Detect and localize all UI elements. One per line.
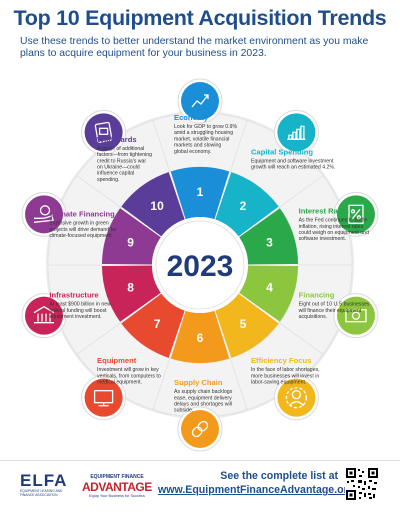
trend-title-5: Efficiency Focus [251,356,311,365]
trend-body-3: could weigh on equipment and [299,230,369,236]
hand-coin-icon [21,191,67,237]
trend-body-7: medical equipment. [97,380,142,386]
trend-number-3: 3 [266,235,273,249]
trend-number-segment-5 [215,293,279,358]
trend-body-10: credit to Russia's war [97,158,146,164]
trend-number-segment-9 [102,208,161,265]
trend-body-1: amid a struggling housing [174,130,233,136]
trend-body-10: factors—from tightening [97,152,152,158]
chart-arrow-icon [177,78,223,124]
trend-body-6: As supply chain backlogs [174,389,233,395]
trend-number-4: 4 [266,281,273,295]
trend-body-3: As the Fed continues to battle [299,218,368,224]
trend-number-8: 8 [127,281,134,295]
trend-body-5: more businesses will invest in [251,373,319,379]
trend-body-5: labor-saving equipment. [251,380,306,386]
trend-number-10: 10 [150,199,164,213]
trend-title-2: Capital Spending [251,147,313,156]
trend-number-segment-8 [102,265,161,322]
efa-logo: EQUIPMENT FINANCE ADVANTAGE Equip Your B… [82,474,152,504]
trend-title-1: Economy [174,113,209,122]
trend-number-5: 5 [240,317,247,331]
trend-title-10: Wild Cards [97,135,137,144]
trend-number-segment-7 [121,293,185,358]
gear-person-icon [273,375,319,421]
trend-body-5: In the face of labor shortages, [251,367,320,373]
trend-body-4: Eight out of 10 U.S businesses [299,302,370,308]
trend-number-segment-2 [215,172,279,237]
trend-body-1: Look for GDP to grow 0.9% [174,124,237,130]
trend-body-7: Investment will grow in key [97,367,159,373]
trend-title-4: Financing [299,291,335,300]
trend-body-10: A range of additional [97,146,144,152]
trend-body-3: inflation, rising interest rates [299,224,364,230]
elfa-logo: ELFA EQUIPMENT LEASING AND FINANCE ASSOC… [20,472,75,502]
trend-body-9: Explosive growth in green [49,221,109,227]
building-icon [21,293,67,339]
trend-body-8: federal funding will boost [49,308,107,314]
elfa-logo-subtext: EQUIPMENT LEASING AND FINANCE ASSOCIATIO… [20,489,63,497]
trend-body-8: At least $900 billion in new [49,302,111,308]
trend-body-9: climate-focused equipment. [49,233,112,239]
elfa-logo-text: ELFA [20,471,68,490]
bar-chart-icon [273,109,319,155]
trend-body-6: subside. [174,408,193,414]
trend-slice-10 [76,120,171,208]
trend-number-segment-6 [170,310,230,364]
trend-title-3: Interest Rates [299,207,349,216]
trend-number-2: 2 [240,199,247,213]
footer-divider [0,460,400,461]
center-disc [155,220,245,310]
trend-number-9: 9 [127,235,134,249]
trend-body-1: global economy. [174,149,211,155]
trend-title-9: Climate Financing [49,210,115,219]
trend-title-6: Supply Chain [174,378,223,387]
page-title: Top 10 Equipment Acquisition Trends [13,6,387,30]
page-subtitle: Use these trends to better understand th… [20,36,369,59]
trend-number-segment-10 [121,172,185,237]
trend-body-1: market, volatile financial [174,136,229,142]
footer-cta: See the complete list at www.EquipmentFi… [158,470,358,498]
trend-body-10: spending. [97,177,120,183]
trend-body-6: ease, equipment delivery [174,395,232,401]
trend-body-4: will finance their equipment [299,308,362,314]
efa-logo-main: ADVANTAGE [82,480,152,494]
wild-card-icon [81,109,127,155]
trend-number-segment-4 [239,265,298,322]
qr-code-icon[interactable] [345,467,379,501]
center-year: 2023 [167,250,234,283]
trend-body-1: markets and slowing [174,143,221,149]
monitor-icon [81,375,127,421]
trend-title-8: Infrastructure [49,291,98,300]
trend-body-2: growth will reach an estimated 4.2%. [251,165,335,171]
trend-body-8: equipment investment. [49,314,101,320]
trend-body-10: influence capital [97,171,134,177]
trend-number-segment-3 [239,208,298,265]
trend-number-segment-1 [170,167,230,220]
percent-document-icon [333,191,379,237]
money-icon [333,293,379,339]
chain-link-icon [177,406,223,452]
cta-text: See the complete list at [220,470,338,482]
trend-body-9: projects will drive demand for [49,227,116,233]
trend-number-6: 6 [197,331,204,345]
cta-link[interactable]: www.EquipmentFinanceAdvantage.org. [158,484,358,496]
trend-body-7: verticals, from computers to [97,373,161,379]
trend-body-6: delays and shortages will [174,402,232,408]
trend-body-3: software investment. [299,236,347,242]
trend-body-2: Equipment and software investment [251,158,334,164]
trend-number-7: 7 [154,317,161,331]
trend-body-10: on Ukraine—could [97,165,140,171]
efa-logo-tagline: Equip Your Business for Success [89,494,145,498]
efa-logo-top: EQUIPMENT FINANCE [90,474,144,480]
trend-number-1: 1 [197,185,204,199]
trend-title-7: Equipment [97,356,137,365]
trend-body-4: acquisitions. [299,314,328,320]
